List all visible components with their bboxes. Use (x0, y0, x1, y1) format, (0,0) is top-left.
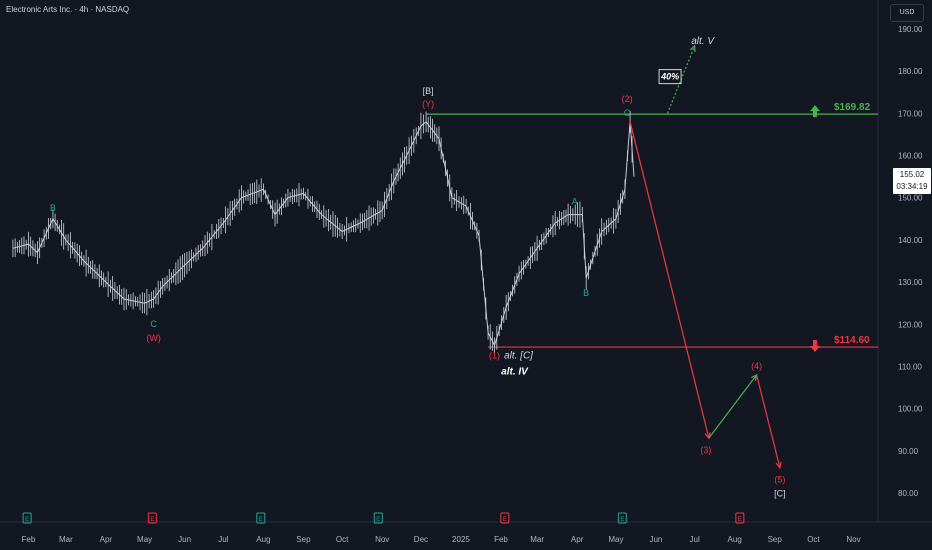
y-tick-label: 100.00 (898, 405, 923, 414)
earnings-letter: E (503, 517, 507, 523)
earnings-icon (147, 512, 157, 524)
x-tick-label: Sep (768, 535, 783, 544)
earnings-icon (256, 512, 266, 524)
earnings-letter: E (376, 517, 380, 523)
currency-button[interactable]: USD (890, 4, 924, 22)
wave-label: [C] (774, 489, 786, 499)
x-tick-label: Mar (59, 535, 73, 544)
probability-box (658, 69, 682, 85)
probability-label: 40% (660, 72, 679, 82)
x-tick-label: Jul (218, 535, 228, 544)
x-tick-label: Oct (807, 535, 820, 544)
wave-label: alt. IV (501, 366, 529, 377)
last-price-label: 155.02 03:34:19 (893, 168, 931, 194)
x-tick-label: Aug (256, 535, 270, 544)
time-axis[interactable]: Feb Mar Apr May Jun Jul Aug Sep Oct Nov Dec 2025 Feb… (0, 521, 932, 544)
x-tick-label: Nov (375, 535, 389, 544)
x-tick-label: Jul (690, 535, 700, 544)
x-tick-label: Aug (728, 535, 742, 544)
earnings-icon (617, 512, 627, 524)
wave-label: (5) (774, 475, 785, 485)
earnings-letter: E (259, 517, 263, 523)
y-tick-label: 170.00 (898, 109, 923, 118)
price-line (12, 121, 635, 347)
wave-label: C (624, 108, 631, 118)
wave5-arrow (756, 374, 781, 468)
wave-label: (Y) (422, 99, 434, 109)
earnings-letter: E (25, 517, 29, 523)
y-tick-label: 90.00 (898, 447, 919, 456)
wave-label: (1) (489, 350, 500, 360)
wave-label: (3) (700, 445, 711, 455)
chart-title: Electronic Arts Inc. · 4h · NASDAQ (6, 5, 130, 14)
x-tick-label: Dec (414, 535, 428, 544)
y-tick-label: 120.00 (898, 320, 923, 329)
x-tick-label: Jun (178, 535, 191, 544)
y-tick-label: 130.00 (898, 278, 923, 287)
arrow-up-icon (810, 105, 820, 118)
price-axis[interactable]: 80.00 90.00 100.00 110.00 120.00 130.00 140.00… (877, 0, 923, 522)
wave-label: (4) (751, 361, 762, 371)
wave-label: B (583, 288, 589, 298)
y-tick-label: 80.00 (898, 489, 919, 498)
x-tick-label: Jun (649, 535, 662, 544)
y-tick-label: 180.00 (898, 67, 923, 76)
y-tick-label: 110.00 (898, 362, 922, 371)
wave-label: (W) (146, 333, 161, 343)
x-tick-label: Feb (22, 535, 36, 544)
x-tick-label: Feb (494, 535, 508, 544)
x-tick-label: Nov (846, 535, 860, 544)
y-tick-label: 150.00 (898, 194, 923, 203)
x-tick-label: May (608, 535, 623, 544)
earnings-icon (373, 512, 383, 524)
earnings-letter: E (738, 517, 742, 523)
arrow-down-icon (810, 340, 820, 353)
wave-label: [B] (423, 86, 434, 96)
earnings-icon (500, 512, 510, 524)
earnings-icon (22, 512, 32, 524)
price-series (12, 111, 635, 354)
wave-label: (2) (622, 94, 633, 104)
x-tick-label: 2025 (452, 535, 470, 544)
earnings-icon (735, 512, 745, 524)
earnings-letter: E (620, 517, 624, 523)
y-tick-label: 190.00 (898, 25, 923, 34)
x-tick-label: May (137, 535, 152, 544)
wave-labels: B C (W) [B] (Y) (1) alt. [C] alt. IV A B (2) C (3) (4… (50, 36, 786, 499)
x-tick-label: Apr (571, 535, 584, 544)
alt-v-arrow-arrowhead (689, 44, 696, 52)
horizontal-levels: $169.82 $114.60 (426, 102, 878, 353)
wave-label: C (150, 319, 157, 329)
bar-countdown: 03:34:19 (896, 182, 928, 191)
x-tick-label: Sep (296, 535, 311, 544)
x-tick-label: Oct (336, 535, 349, 544)
wave-label: alt. [C] (504, 350, 533, 361)
y-tick-label: 140.00 (898, 236, 923, 245)
x-tick-label: Mar (530, 535, 544, 544)
y-tick-label: 160.00 (898, 152, 923, 161)
wave-label: B (50, 203, 56, 213)
wave4-arrow (708, 374, 758, 439)
wave-label: A (572, 197, 578, 207)
last-price-value: 155.02 (899, 170, 925, 179)
wave-label: alt. V (691, 36, 715, 47)
wave5-arrow-arrowhead (775, 461, 782, 470)
level-label: $114.60 (834, 335, 870, 346)
wave3-arrow (629, 121, 710, 439)
earnings-letter: E (150, 517, 154, 523)
level-label: $169.82 (834, 102, 871, 113)
projection-paths: 40% (629, 44, 782, 470)
x-tick-label: Apr (100, 535, 113, 544)
